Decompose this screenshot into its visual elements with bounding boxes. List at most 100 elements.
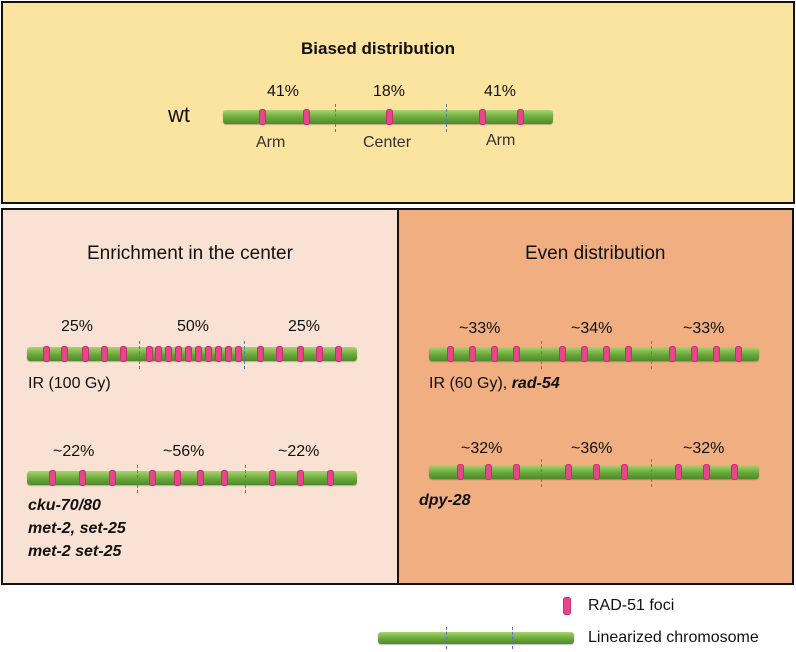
rad51-focus (61, 346, 68, 362)
biased-distribution-panel: Biased distribution wt 41% 18% 41% Arm C… (1, 1, 795, 204)
rad51-focus (625, 346, 632, 362)
condition-label-italic: rad-54 (511, 375, 560, 392)
rad51-focus (517, 109, 524, 125)
rad51-focus (257, 346, 264, 362)
rad51-focus (195, 346, 202, 362)
region-divider (139, 341, 140, 369)
rad51-focus (259, 109, 266, 125)
rad51-focus (457, 464, 464, 480)
rad51-focus (491, 346, 498, 362)
rad51-focus (447, 346, 454, 362)
percent-center: ~56% (163, 443, 205, 460)
genotype-label: dpy-28 (419, 492, 471, 509)
rad51-focus (316, 346, 323, 362)
percent-center: ~34% (571, 320, 613, 337)
rad51-focus (49, 470, 56, 486)
rad51-focus (149, 470, 156, 486)
rad51-focus (327, 470, 334, 486)
rad51-focus (120, 346, 127, 362)
region-divider (651, 341, 652, 369)
legend-chromosome-icon (378, 627, 574, 649)
rad51-focus (205, 346, 212, 362)
legend-chromosome-label: Linearized chromosome (588, 629, 759, 646)
rad51-focus (621, 464, 628, 480)
rad51-focus (165, 346, 172, 362)
percent-center: ~36% (571, 440, 613, 457)
rad51-focus (225, 346, 232, 362)
rad51-focus (43, 346, 50, 362)
rad51-focus (221, 470, 228, 486)
panel-title: Biased distribution (301, 39, 455, 58)
legend-foci-label: RAD-51 foci (588, 597, 675, 614)
rad51-focus (335, 346, 342, 362)
rad51-focus (469, 346, 476, 362)
rad51-focus (185, 346, 192, 362)
rad51-focus (197, 470, 204, 486)
region-divider (446, 104, 447, 132)
chromosome (429, 341, 759, 369)
rad51-focus (101, 346, 108, 362)
percent-right: 25% (288, 318, 321, 335)
genotype-label: met-2, set-25 (28, 520, 126, 537)
rad51-focus (675, 464, 682, 480)
rad51-focus (735, 346, 742, 362)
percent-left: ~32% (461, 440, 503, 457)
rad51-focus (713, 346, 720, 362)
region-label-arm-right: Arm (486, 132, 516, 149)
rad51-focus (235, 346, 242, 362)
region-divider (245, 465, 246, 493)
percent-center: 18% (373, 83, 406, 100)
chromosome (27, 465, 357, 493)
rad51-focus (215, 346, 222, 362)
rad51-focus (513, 464, 520, 480)
condition-label-plain: IR (60 Gy), (429, 375, 512, 392)
region-label-arm-left: Arm (256, 134, 286, 151)
rad51-focus (559, 346, 566, 362)
rad51-focus (297, 346, 304, 362)
percent-right: ~33% (683, 320, 725, 337)
rad51-focus (565, 464, 572, 480)
percent-right: ~22% (278, 443, 320, 460)
region-divider (335, 104, 336, 132)
region-divider (651, 459, 652, 487)
rad51-focus (146, 346, 153, 362)
even-distribution-panel: Even distribution ~33% ~34% ~33% IR (60 … (397, 208, 794, 585)
condition-label: IR (60 Gy), rad-54 (429, 375, 560, 393)
rad51-focus (276, 346, 283, 362)
rad51-focus (82, 346, 89, 362)
percent-center: 50% (177, 318, 210, 335)
rad51-focus (174, 470, 181, 486)
percent-left: 41% (267, 83, 300, 100)
region-divider (446, 627, 447, 649)
percent-left: ~22% (53, 443, 95, 460)
rad51-focus (79, 470, 86, 486)
rad51-focus (386, 109, 393, 125)
rad51-focus (581, 346, 588, 362)
panel-title: Even distribution (525, 243, 666, 264)
rad51-focus (269, 470, 276, 486)
region-divider (137, 465, 138, 493)
legend-focus-icon (563, 597, 571, 615)
rad51-focus (485, 464, 492, 480)
genotype-label: met-2 set-25 (28, 543, 122, 560)
rad51-focus (593, 464, 600, 480)
genotype-label: wt (168, 102, 190, 127)
percent-right: 41% (484, 83, 517, 100)
region-divider (541, 459, 542, 487)
rad51-focus (297, 470, 304, 486)
chromosome (27, 341, 357, 369)
percent-left: 25% (61, 318, 94, 335)
region-label-center: Center (363, 134, 412, 151)
rad51-focus (669, 346, 676, 362)
rad51-focus (479, 109, 486, 125)
chromosome (223, 104, 553, 132)
rad51-focus (513, 346, 520, 362)
rad51-focus (155, 346, 162, 362)
rad51-focus (109, 470, 116, 486)
region-divider (244, 341, 245, 369)
rad51-focus (175, 346, 182, 362)
percent-left: ~33% (459, 320, 501, 337)
chromosome (429, 459, 759, 487)
region-divider (541, 341, 542, 369)
rad51-focus (731, 464, 738, 480)
